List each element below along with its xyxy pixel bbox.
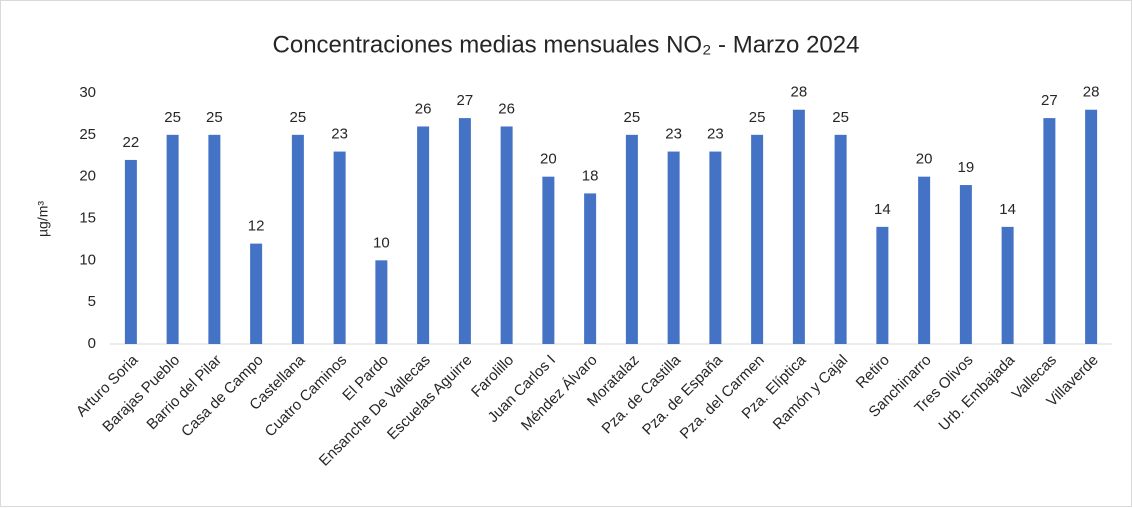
bar [166,134,179,344]
y-tick-label: 15 [79,209,96,226]
data-label: 20 [916,151,933,168]
bar [417,126,430,344]
bar [1001,226,1014,344]
bar [709,151,722,344]
data-label: 18 [582,167,599,184]
y-tick-label: 25 [79,126,96,143]
data-label: 12 [248,218,265,235]
bar [792,109,805,344]
data-label: 25 [164,109,181,126]
data-label: 25 [290,109,307,126]
data-label: 23 [707,126,724,143]
data-label: 25 [624,109,641,126]
bar [625,134,638,344]
data-label: 14 [999,201,1016,218]
bar [1085,109,1098,344]
bar [584,193,597,344]
bar [834,134,847,344]
data-label: 26 [498,100,515,117]
data-label: 19 [958,159,975,176]
bar [458,118,471,344]
bar [333,151,346,344]
data-label: 23 [331,126,348,143]
data-label: 25 [749,109,766,126]
data-label: 14 [874,201,891,218]
bar [291,134,304,344]
bar [250,243,263,344]
bar [500,126,513,344]
data-label: 27 [1041,92,1058,109]
data-label: 22 [123,134,140,151]
data-label: 25 [206,109,223,126]
bar [667,151,680,344]
data-label: 26 [415,100,432,117]
bar [208,134,221,344]
data-label: 25 [832,109,849,126]
y-axis-label: µg/m³ [35,201,51,237]
bar [918,176,931,344]
data-label: 10 [373,234,390,251]
bar [959,185,972,344]
y-tick-label: 10 [79,251,96,268]
bar [124,159,137,344]
y-tick-label: 20 [79,168,96,185]
data-label: 20 [540,151,557,168]
y-tick-label: 30 [79,84,96,101]
bar [375,260,388,344]
data-label: 27 [457,92,474,109]
bar [1043,118,1056,344]
bar [876,226,889,344]
y-tick-label: 5 [88,293,96,310]
y-tick-label: 0 [88,335,96,352]
data-label: 28 [791,84,808,101]
data-label: 28 [1083,84,1100,101]
bar [751,134,764,344]
chart-title: Concentraciones medias mensuales NO₂ - M… [273,31,860,58]
bar [542,176,555,344]
data-label: 23 [665,126,682,143]
